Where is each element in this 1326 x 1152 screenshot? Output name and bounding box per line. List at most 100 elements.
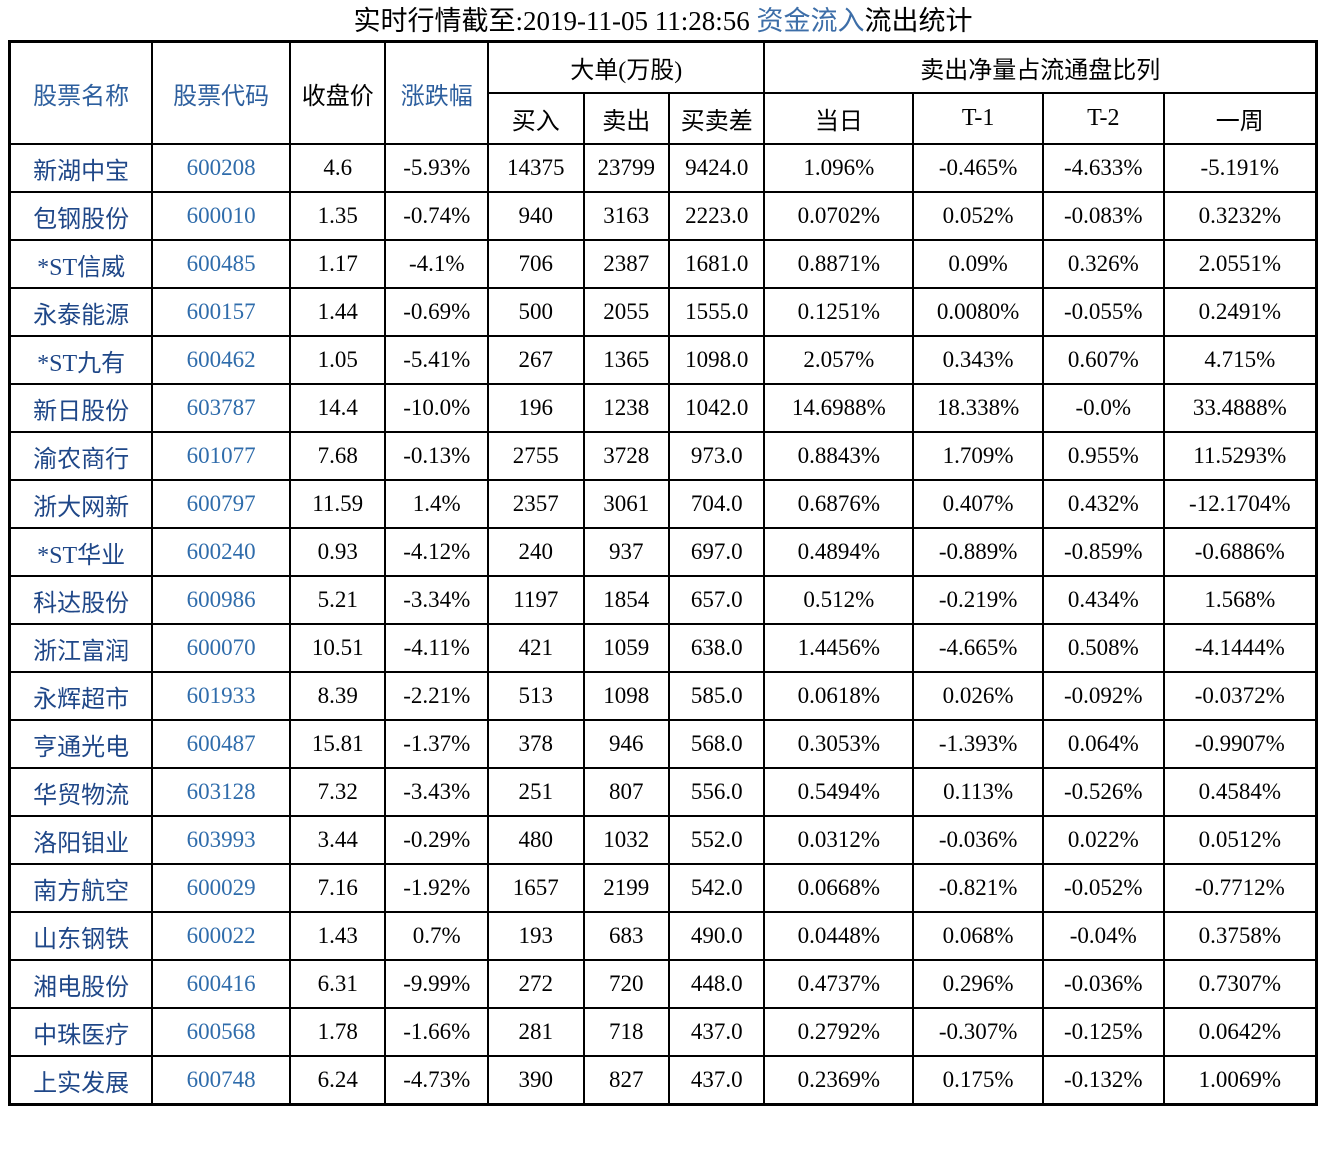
header-day: 当日 <box>763 92 915 145</box>
buy-volume-cell: 513 <box>487 671 585 721</box>
ratio-t2-cell: -0.859% <box>1041 527 1165 577</box>
close-price-cell: 6.24 <box>288 1055 387 1106</box>
ratio-week-cell: -4.1444% <box>1162 623 1318 673</box>
close-price-cell: 1.05 <box>288 335 387 385</box>
buy-volume-cell: 251 <box>487 767 585 817</box>
ratio-t1-cell: 0.068% <box>912 911 1044 961</box>
ratio-t1-cell: 0.343% <box>912 335 1044 385</box>
table-row: *ST华业 600240 0.93 -4.12% 240 937 697.0 0.4894% -… <box>8 527 1318 577</box>
buy-sell-diff-cell: 585.0 <box>667 671 766 721</box>
stock-name-cell: 中珠医疗 <box>8 1007 154 1057</box>
stock-code-cell: 600797 <box>151 479 291 529</box>
buy-volume-cell: 421 <box>487 623 585 673</box>
buy-sell-diff-cell: 1681.0 <box>667 239 766 289</box>
close-price-cell: 1.43 <box>288 911 387 961</box>
close-price-cell: 6.31 <box>288 959 387 1009</box>
ratio-day-cell: 0.2792% <box>763 1007 915 1057</box>
stock-code-cell: 600208 <box>151 143 291 193</box>
ratio-t1-cell: 0.026% <box>912 671 1044 721</box>
ratio-week-cell: 2.0551% <box>1162 239 1318 289</box>
header-t2: T-2 <box>1041 92 1165 145</box>
ratio-week-cell: 0.0512% <box>1162 815 1318 865</box>
stock-name-cell: 亨通光电 <box>8 719 154 769</box>
ratio-t1-cell: -1.393% <box>912 719 1044 769</box>
ratio-week-cell: -0.7712% <box>1162 863 1318 913</box>
close-price-cell: 10.51 <box>288 623 387 673</box>
stock-flow-table: 股票名称 股票代码 收盘价 涨跌幅 大单(万股) 卖出净量占流通盘比列 买入 卖… <box>8 40 1318 1106</box>
buy-volume-cell: 281 <box>487 1007 585 1057</box>
buy-volume-cell: 1197 <box>487 575 585 625</box>
buy-volume-cell: 14375 <box>487 143 585 193</box>
table-row: *ST信威 600485 1.17 -4.1% 706 2387 1681.0 0.8871%… <box>8 239 1318 289</box>
ratio-week-cell: 0.2491% <box>1162 287 1318 337</box>
close-price-cell: 1.78 <box>288 1007 387 1057</box>
buy-sell-diff-cell: 704.0 <box>667 479 766 529</box>
ratio-week-cell: 1.0069% <box>1162 1055 1318 1106</box>
stock-code-cell: 600748 <box>151 1055 291 1106</box>
ratio-t1-cell: 0.296% <box>912 959 1044 1009</box>
ratio-week-cell: 0.3758% <box>1162 911 1318 961</box>
stock-name-cell: 湘电股份 <box>8 959 154 1009</box>
sell-volume-cell: 2055 <box>582 287 670 337</box>
stock-name-cell: *ST九有 <box>8 335 154 385</box>
change-pct-cell: -9.99% <box>384 959 490 1009</box>
ratio-week-cell: -0.6886% <box>1162 527 1318 577</box>
change-pct-cell: -0.69% <box>384 287 490 337</box>
buy-sell-diff-cell: 448.0 <box>667 959 766 1009</box>
sell-volume-cell: 3061 <box>582 479 670 529</box>
stock-name-cell: 浙大网新 <box>8 479 154 529</box>
ratio-day-cell: 0.0618% <box>763 671 915 721</box>
ratio-day-cell: 2.057% <box>763 335 915 385</box>
buy-volume-cell: 1657 <box>487 863 585 913</box>
stock-code-cell: 603787 <box>151 383 291 433</box>
buy-volume-cell: 272 <box>487 959 585 1009</box>
ratio-t1-cell: 0.407% <box>912 479 1044 529</box>
ratio-t2-cell: 0.955% <box>1041 431 1165 481</box>
ratio-t1-cell: -0.219% <box>912 575 1044 625</box>
ratio-t2-cell: -0.04% <box>1041 911 1165 961</box>
buy-volume-cell: 193 <box>487 911 585 961</box>
ratio-t2-cell: -0.092% <box>1041 671 1165 721</box>
ratio-t2-cell: 0.432% <box>1041 479 1165 529</box>
ratio-week-cell: -12.1704% <box>1162 479 1318 529</box>
buy-volume-cell: 196 <box>487 383 585 433</box>
buy-sell-diff-cell: 2223.0 <box>667 191 766 241</box>
stock-code-cell: 600487 <box>151 719 291 769</box>
close-price-cell: 8.39 <box>288 671 387 721</box>
stock-code-cell: 600240 <box>151 527 291 577</box>
table-row: 永辉超市 601933 8.39 -2.21% 513 1098 585.0 0.0618% 0… <box>8 671 1318 721</box>
change-pct-cell: -2.21% <box>384 671 490 721</box>
stock-name-cell: 包钢股份 <box>8 191 154 241</box>
ratio-t2-cell: 0.064% <box>1041 719 1165 769</box>
ratio-t1-cell: 0.0080% <box>912 287 1044 337</box>
table-row: 新湖中宝 600208 4.6 -5.93% 14375 23799 9424.0 1.096… <box>8 143 1318 193</box>
ratio-t2-cell: -0.132% <box>1041 1055 1165 1106</box>
ratio-week-cell: 1.568% <box>1162 575 1318 625</box>
sell-volume-cell: 1032 <box>582 815 670 865</box>
table-row: 山东钢铁 600022 1.43 0.7% 193 683 490.0 0.0448% 0.06… <box>8 911 1318 961</box>
stock-code-cell: 600022 <box>151 911 291 961</box>
buy-volume-cell: 940 <box>487 191 585 241</box>
buy-sell-diff-cell: 697.0 <box>667 527 766 577</box>
table-row: 渝农商行 601077 7.68 -0.13% 2755 3728 973.0 0.8843%… <box>8 431 1318 481</box>
header-group-net-sell-ratio: 卖出净量占流通盘比列 <box>763 40 1318 94</box>
change-pct-cell: -3.34% <box>384 575 490 625</box>
buy-sell-diff-cell: 437.0 <box>667 1055 766 1106</box>
ratio-day-cell: 0.3053% <box>763 719 915 769</box>
table-row: 亨通光电 600487 15.81 -1.37% 378 946 568.0 0.3053% -… <box>8 719 1318 769</box>
stock-code-cell: 601933 <box>151 671 291 721</box>
header-buy: 买入 <box>487 92 585 145</box>
ratio-day-cell: 0.5494% <box>763 767 915 817</box>
ratio-t2-cell: -0.125% <box>1041 1007 1165 1057</box>
close-price-cell: 1.44 <box>288 287 387 337</box>
close-price-cell: 0.93 <box>288 527 387 577</box>
ratio-t1-cell: -0.821% <box>912 863 1044 913</box>
close-price-cell: 5.21 <box>288 575 387 625</box>
sell-volume-cell: 718 <box>582 1007 670 1057</box>
change-pct-cell: -4.12% <box>384 527 490 577</box>
header-t1: T-1 <box>912 92 1044 145</box>
title-highlight: 资金流入 <box>756 6 865 36</box>
change-pct-cell: 0.7% <box>384 911 490 961</box>
ratio-t1-cell: -0.889% <box>912 527 1044 577</box>
ratio-t1-cell: -4.665% <box>912 623 1044 673</box>
